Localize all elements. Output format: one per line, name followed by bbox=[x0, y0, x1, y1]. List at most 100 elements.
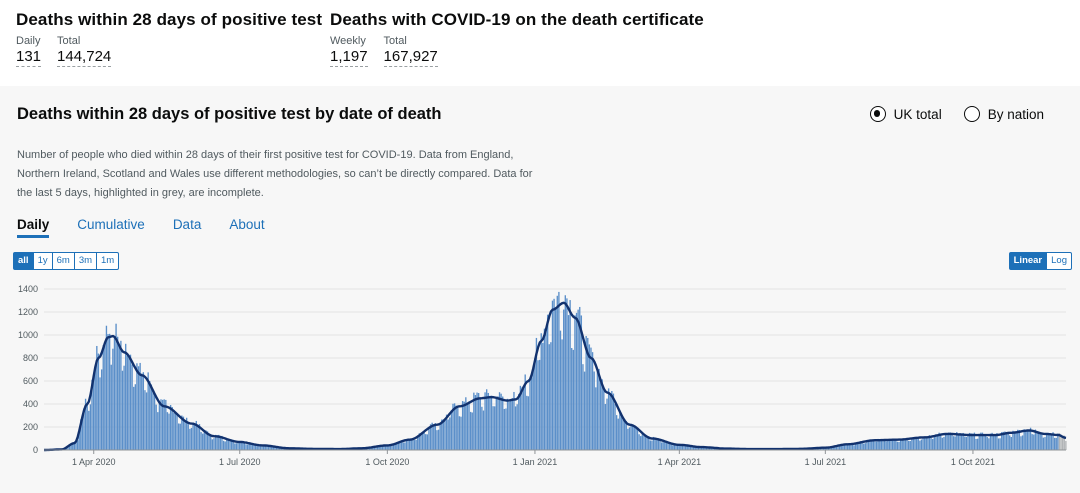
daily-bar[interactable] bbox=[221, 435, 223, 450]
daily-bar[interactable] bbox=[895, 439, 897, 450]
daily-bar[interactable] bbox=[67, 447, 69, 450]
daily-bar[interactable] bbox=[538, 359, 541, 450]
daily-bar[interactable] bbox=[574, 315, 576, 450]
daily-bar[interactable] bbox=[429, 424, 432, 450]
daily-bar[interactable] bbox=[421, 432, 424, 450]
daily-bar[interactable] bbox=[607, 388, 610, 450]
daily-bar[interactable] bbox=[838, 444, 841, 450]
daily-bar[interactable] bbox=[76, 440, 79, 450]
daily-bar[interactable] bbox=[392, 445, 395, 450]
daily-bar[interactable] bbox=[380, 446, 382, 450]
daily-bar[interactable] bbox=[490, 395, 493, 450]
daily-bar[interactable] bbox=[513, 391, 515, 450]
daily-bar[interactable] bbox=[425, 434, 427, 450]
daily-bar[interactable] bbox=[457, 407, 459, 450]
daily-bar[interactable] bbox=[657, 438, 660, 450]
daily-bar[interactable] bbox=[102, 345, 104, 450]
daily-bar[interactable] bbox=[863, 443, 865, 450]
daily-bar[interactable] bbox=[245, 444, 247, 450]
daily-bar[interactable] bbox=[153, 393, 156, 450]
daily-bar[interactable] bbox=[409, 439, 411, 450]
daily-bar[interactable] bbox=[563, 309, 565, 450]
daily-bar[interactable] bbox=[936, 435, 939, 450]
daily-bar[interactable] bbox=[911, 438, 913, 450]
daily-bar[interactable] bbox=[72, 442, 74, 450]
daily-bar[interactable] bbox=[423, 431, 425, 450]
daily-bar[interactable] bbox=[394, 443, 396, 450]
daily-bar[interactable] bbox=[819, 448, 822, 450]
daily-bar[interactable] bbox=[1007, 431, 1009, 450]
daily-bar[interactable] bbox=[1020, 436, 1022, 450]
daily-bar[interactable] bbox=[864, 443, 867, 450]
daily-bar[interactable] bbox=[133, 386, 135, 450]
daily-bar[interactable] bbox=[75, 441, 77, 450]
daily-bar[interactable] bbox=[259, 445, 262, 450]
daily-bar[interactable] bbox=[229, 439, 231, 450]
daily-bar[interactable] bbox=[125, 343, 127, 450]
daily-bar[interactable] bbox=[609, 395, 611, 450]
daily-bar[interactable] bbox=[441, 419, 443, 450]
daily-bar[interactable] bbox=[962, 432, 964, 450]
daily-bar[interactable] bbox=[564, 295, 566, 450]
tab-about[interactable]: About bbox=[229, 217, 265, 232]
daily-bar[interactable] bbox=[1021, 435, 1024, 450]
daily-bar[interactable] bbox=[267, 446, 270, 450]
daily-bar[interactable] bbox=[219, 437, 222, 450]
daily-bar[interactable] bbox=[126, 355, 128, 450]
daily-bar[interactable] bbox=[147, 372, 149, 450]
daily-bar[interactable] bbox=[680, 444, 682, 450]
daily-bar[interactable] bbox=[418, 433, 420, 450]
daily-bar[interactable] bbox=[136, 363, 138, 450]
daily-bar[interactable] bbox=[948, 432, 950, 450]
daily-bar[interactable] bbox=[973, 432, 976, 450]
daily-bar[interactable] bbox=[855, 443, 857, 450]
daily-bar[interactable] bbox=[97, 353, 100, 450]
daily-bar[interactable] bbox=[668, 442, 671, 450]
daily-bar[interactable] bbox=[431, 422, 433, 450]
daily-bar[interactable] bbox=[518, 393, 520, 450]
daily-bar[interactable] bbox=[519, 385, 522, 450]
daily-bar[interactable] bbox=[903, 439, 905, 450]
daily-bar[interactable] bbox=[503, 408, 506, 450]
daily-bar[interactable] bbox=[442, 419, 445, 450]
daily-bar[interactable] bbox=[542, 342, 544, 450]
daily-bar[interactable] bbox=[1010, 436, 1013, 450]
daily-bar[interactable] bbox=[611, 391, 613, 450]
daily-bar[interactable] bbox=[835, 445, 838, 450]
daily-bar[interactable] bbox=[471, 412, 473, 450]
metric-value[interactable]: 1,197 bbox=[330, 48, 368, 67]
daily-bar[interactable] bbox=[595, 387, 597, 450]
daily-bar[interactable] bbox=[527, 396, 530, 450]
daily-bar[interactable] bbox=[396, 442, 398, 450]
daily-bar[interactable] bbox=[545, 330, 547, 450]
daily-bar[interactable] bbox=[144, 390, 146, 450]
daily-bar[interactable] bbox=[556, 295, 558, 450]
daily-bar[interactable] bbox=[872, 440, 875, 450]
daily-bar[interactable] bbox=[404, 442, 406, 450]
daily-bar[interactable] bbox=[1061, 437, 1064, 450]
daily-bar[interactable] bbox=[635, 427, 637, 450]
daily-bar[interactable] bbox=[1036, 431, 1038, 450]
daily-bar[interactable] bbox=[667, 442, 669, 450]
daily-bar[interactable] bbox=[182, 416, 185, 450]
daily-bar[interactable] bbox=[928, 435, 931, 450]
daily-bar[interactable] bbox=[692, 446, 695, 450]
daily-bar[interactable] bbox=[1045, 433, 1048, 450]
daily-bar[interactable] bbox=[142, 372, 145, 450]
daily-bar[interactable] bbox=[654, 437, 656, 450]
daily-bar[interactable] bbox=[622, 418, 624, 450]
daily-bar[interactable] bbox=[141, 373, 143, 450]
daily-bar[interactable] bbox=[575, 312, 578, 450]
daily-bar[interactable] bbox=[1009, 435, 1011, 450]
daily-bar[interactable] bbox=[272, 445, 274, 450]
daily-bar[interactable] bbox=[264, 445, 266, 450]
daily-bar[interactable] bbox=[216, 435, 218, 450]
daily-bar[interactable] bbox=[681, 444, 684, 450]
daily-bar[interactable] bbox=[882, 439, 884, 450]
daily-bar[interactable] bbox=[1015, 432, 1017, 450]
daily-bar[interactable] bbox=[540, 333, 542, 450]
range-all-button[interactable]: all bbox=[13, 252, 34, 270]
daily-bar[interactable] bbox=[514, 406, 517, 450]
daily-bar[interactable] bbox=[412, 439, 414, 450]
radio-unchecked-icon[interactable] bbox=[963, 106, 980, 122]
